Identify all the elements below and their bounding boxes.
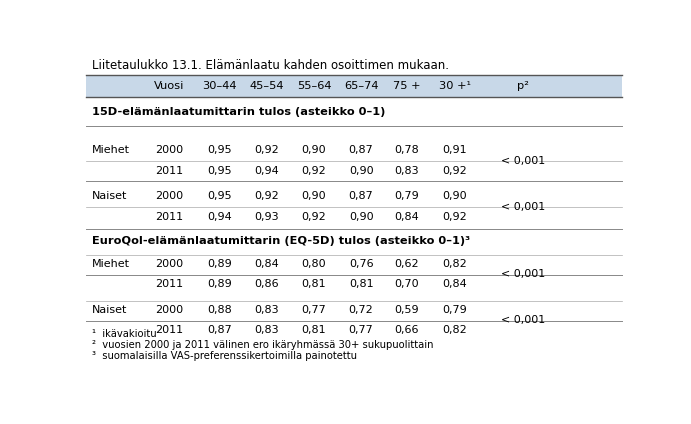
Text: 0,78: 0,78 bbox=[395, 145, 419, 156]
Text: 0,92: 0,92 bbox=[254, 192, 279, 201]
Text: 0,83: 0,83 bbox=[254, 325, 279, 335]
Text: 0,76: 0,76 bbox=[349, 259, 373, 269]
Text: 0,87: 0,87 bbox=[349, 145, 373, 156]
FancyBboxPatch shape bbox=[86, 75, 622, 97]
Text: 2011: 2011 bbox=[155, 325, 183, 335]
Text: 0,77: 0,77 bbox=[301, 305, 326, 315]
Text: < 0,001: < 0,001 bbox=[501, 269, 545, 279]
Text: 0,92: 0,92 bbox=[301, 212, 326, 222]
Text: 0,95: 0,95 bbox=[207, 192, 231, 201]
Text: 0,95: 0,95 bbox=[207, 145, 231, 156]
Text: 0,77: 0,77 bbox=[349, 325, 373, 335]
Text: 0,70: 0,70 bbox=[395, 279, 419, 289]
Text: EuroQol-elämänlaatumittarin (EQ-5D) tulos (asteikko 0–1)³: EuroQol-elämänlaatumittarin (EQ-5D) tulo… bbox=[92, 236, 470, 246]
Text: 0,84: 0,84 bbox=[254, 259, 279, 269]
Text: 0,91: 0,91 bbox=[442, 145, 467, 156]
Text: 0,82: 0,82 bbox=[442, 259, 467, 269]
Text: 0,79: 0,79 bbox=[442, 305, 467, 315]
Text: 0,92: 0,92 bbox=[301, 166, 326, 176]
Text: 0,90: 0,90 bbox=[302, 192, 326, 201]
Text: 0,72: 0,72 bbox=[349, 305, 373, 315]
Text: 0,92: 0,92 bbox=[442, 212, 467, 222]
Text: 0,92: 0,92 bbox=[254, 145, 279, 156]
Text: 2000: 2000 bbox=[155, 145, 183, 156]
Text: 0,93: 0,93 bbox=[254, 212, 279, 222]
Text: 0,84: 0,84 bbox=[442, 279, 467, 289]
Text: 0,80: 0,80 bbox=[302, 259, 326, 269]
Text: 0,87: 0,87 bbox=[207, 325, 231, 335]
Text: 2000: 2000 bbox=[155, 259, 183, 269]
Text: 65–74: 65–74 bbox=[344, 81, 379, 91]
Text: 0,92: 0,92 bbox=[442, 166, 467, 176]
Text: 0,87: 0,87 bbox=[349, 192, 373, 201]
Text: 2000: 2000 bbox=[155, 305, 183, 315]
Text: 30 +¹: 30 +¹ bbox=[439, 81, 471, 91]
Text: 45–54: 45–54 bbox=[249, 81, 284, 91]
Text: 0,95: 0,95 bbox=[207, 166, 231, 176]
Text: 0,86: 0,86 bbox=[254, 279, 279, 289]
Text: 30–44: 30–44 bbox=[202, 81, 236, 91]
Text: 55–64: 55–64 bbox=[296, 81, 331, 91]
Text: 0,83: 0,83 bbox=[254, 305, 279, 315]
Text: 0,79: 0,79 bbox=[395, 192, 419, 201]
Text: ³  suomalaisilla VAS-preferenssikertoimilla painotettu: ³ suomalaisilla VAS-preferenssikertoimil… bbox=[92, 351, 357, 360]
Text: 2011: 2011 bbox=[155, 212, 183, 222]
Text: 0,90: 0,90 bbox=[349, 212, 373, 222]
Text: 15D-elämänlaatumittarin tulos (asteikko 0–1): 15D-elämänlaatumittarin tulos (asteikko … bbox=[92, 107, 385, 117]
Text: Naiset: Naiset bbox=[92, 305, 127, 315]
Text: 0,84: 0,84 bbox=[395, 212, 419, 222]
Text: 0,89: 0,89 bbox=[207, 279, 231, 289]
Text: < 0,001: < 0,001 bbox=[501, 315, 545, 325]
Text: 2011: 2011 bbox=[155, 279, 183, 289]
Text: < 0,001: < 0,001 bbox=[501, 156, 545, 166]
Text: 0,66: 0,66 bbox=[395, 325, 419, 335]
Text: 0,88: 0,88 bbox=[207, 305, 231, 315]
Text: ²  vuosien 2000 ja 2011 välinen ero ikäryhmässä 30+ sukupuolittain: ² vuosien 2000 ja 2011 välinen ero ikäry… bbox=[92, 340, 433, 350]
Text: Naiset: Naiset bbox=[92, 192, 127, 201]
Text: 0,94: 0,94 bbox=[207, 212, 231, 222]
Text: 0,81: 0,81 bbox=[302, 279, 326, 289]
Text: p²: p² bbox=[517, 81, 529, 91]
Text: 0,89: 0,89 bbox=[207, 259, 231, 269]
Text: 0,83: 0,83 bbox=[395, 166, 419, 176]
Text: 2000: 2000 bbox=[155, 192, 183, 201]
Text: Vuosi: Vuosi bbox=[154, 81, 184, 91]
Text: 0,90: 0,90 bbox=[442, 192, 467, 201]
Text: 0,94: 0,94 bbox=[254, 166, 279, 176]
Text: Liitetaulukko 13.1. Elämänlaatu kahden osoittimen mukaan.: Liitetaulukko 13.1. Elämänlaatu kahden o… bbox=[92, 59, 448, 72]
Text: 0,81: 0,81 bbox=[302, 325, 326, 335]
Text: 0,59: 0,59 bbox=[395, 305, 419, 315]
Text: 0,90: 0,90 bbox=[349, 166, 373, 176]
Text: 0,90: 0,90 bbox=[302, 145, 326, 156]
Text: 2011: 2011 bbox=[155, 166, 183, 176]
Text: 0,82: 0,82 bbox=[442, 325, 467, 335]
Text: ¹  ikävakioitu: ¹ ikävakioitu bbox=[92, 329, 156, 339]
Text: Miehet: Miehet bbox=[92, 259, 130, 269]
Text: Miehet: Miehet bbox=[92, 145, 130, 156]
Text: 0,62: 0,62 bbox=[395, 259, 419, 269]
Text: 75 +: 75 + bbox=[393, 81, 420, 91]
Text: 0,81: 0,81 bbox=[349, 279, 373, 289]
Text: < 0,001: < 0,001 bbox=[501, 201, 545, 212]
